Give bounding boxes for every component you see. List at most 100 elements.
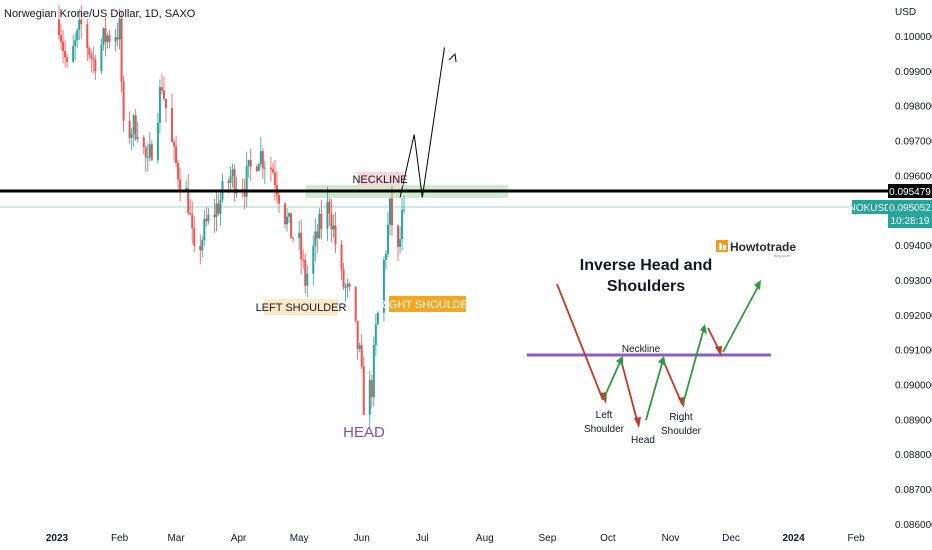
candle-down — [342, 269, 345, 288]
candle-up — [148, 144, 151, 158]
candle-up — [72, 45, 75, 62]
candle-down — [128, 120, 131, 138]
time-tick-label: 2023 — [46, 533, 69, 544]
svg-text:0.095479: 0.095479 — [889, 187, 931, 198]
candle-down — [187, 188, 190, 214]
candle-down — [116, 37, 119, 40]
candle-down — [142, 137, 145, 148]
candle-down — [58, 19, 61, 36]
candle-up — [388, 198, 391, 225]
candle-down — [120, 18, 123, 82]
candle-up — [245, 165, 248, 197]
candle-down — [173, 141, 176, 147]
candle-down — [271, 169, 274, 173]
candle-down — [213, 214, 216, 218]
candle-down — [302, 259, 305, 261]
candle-up — [259, 151, 262, 165]
candle-down — [397, 225, 400, 247]
candle-up — [215, 203, 218, 218]
candle-up — [326, 201, 329, 229]
inset-left-label-2: Shoulder — [584, 424, 625, 435]
candle-up — [156, 122, 159, 160]
candle-down — [330, 213, 333, 230]
inset-down-arrow-1 — [556, 283, 604, 401]
candle-up — [399, 239, 402, 247]
candle-up — [403, 209, 406, 211]
candle-down — [320, 213, 323, 229]
candle-up — [263, 167, 266, 169]
candle-down — [108, 35, 111, 42]
candle-up — [106, 35, 109, 42]
time-tick-label: Apr — [231, 533, 247, 544]
time-axis[interactable]: 2023 Feb Mar Apr May Jun Jul Aug Sep Oct Nov Dec 202… — [46, 533, 865, 544]
neckline-label-bg — [357, 172, 403, 186]
candle-down — [160, 87, 163, 91]
candle-down — [86, 24, 89, 48]
candle-down — [277, 195, 280, 204]
candle-up — [358, 345, 361, 349]
candle-up — [100, 44, 103, 72]
candle-down — [360, 345, 363, 367]
candle-up — [257, 164, 260, 172]
time-tick-label: Jun — [354, 533, 370, 544]
candle-up — [146, 157, 149, 159]
inset-right-label-1: Right — [669, 412, 693, 423]
candle-down — [62, 41, 65, 52]
inset-up-arrow-4 — [722, 282, 761, 353]
inset-neckline-label: Neckline — [622, 344, 661, 355]
projection-arrowhead — [448, 52, 457, 63]
svg-text:10:28:19: 10:28:19 — [891, 216, 930, 227]
candle-up — [314, 231, 317, 246]
candle-up — [374, 324, 377, 346]
inset-head-label: Head — [631, 435, 655, 446]
candle-up — [229, 175, 232, 183]
candle-down — [144, 147, 147, 158]
candle-down — [370, 380, 373, 398]
svg-text:0.095052: 0.095052 — [889, 203, 931, 214]
candle-down — [316, 231, 319, 239]
neckline-label: NECKLINE — [352, 174, 407, 186]
candle-down — [290, 213, 293, 238]
candle-down — [348, 283, 351, 287]
svg-text:blog.com: blog.com — [774, 253, 791, 258]
candle-up — [312, 245, 315, 274]
candle-up — [207, 214, 210, 222]
candle-down — [60, 35, 63, 42]
candle-up — [130, 133, 133, 138]
candle-down — [92, 57, 95, 60]
candle-down — [80, 19, 83, 25]
candle-down — [150, 144, 153, 160]
candle-down — [292, 237, 295, 239]
svg-text:Howtotrade: Howtotrade — [730, 240, 796, 254]
inset-up-arrow-1 — [602, 359, 622, 401]
candle-down — [134, 115, 137, 139]
right-shoulder-label: RIGHT SHOULDER — [378, 299, 476, 311]
candle-down — [300, 232, 303, 260]
candle-up — [306, 273, 309, 286]
candle-down — [90, 55, 93, 58]
candle-up — [201, 239, 204, 251]
inset-title-line1: Inverse Head and — [580, 257, 713, 274]
last-price-tag: 0.095052 10:28:19 — [888, 200, 932, 228]
head-label: HEAD — [343, 424, 385, 441]
candle-down — [243, 190, 246, 197]
candle-up — [76, 29, 79, 41]
candle-up — [298, 232, 301, 239]
time-tick-label: 2024 — [782, 533, 805, 544]
candle-up — [74, 40, 77, 46]
inset-up-arrow-3 — [682, 327, 705, 405]
candle-down — [354, 286, 357, 321]
candle-down — [328, 201, 331, 214]
